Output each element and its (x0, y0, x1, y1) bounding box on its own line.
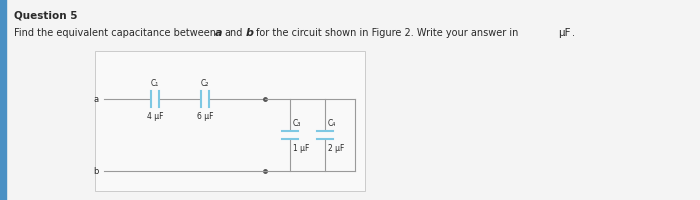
Text: a: a (94, 95, 99, 104)
Text: C₂: C₂ (201, 79, 209, 88)
Text: 6 μF: 6 μF (197, 111, 214, 120)
Text: μF: μF (558, 28, 570, 38)
Text: b: b (246, 28, 254, 38)
Text: C₄: C₄ (328, 118, 336, 127)
Text: a: a (215, 28, 223, 38)
Text: 1 μF: 1 μF (293, 143, 309, 152)
Text: b: b (94, 167, 99, 176)
Text: C₁: C₁ (151, 79, 159, 88)
FancyBboxPatch shape (95, 52, 365, 191)
Text: for the circuit shown in Figure 2. Write your answer in: for the circuit shown in Figure 2. Write… (256, 28, 519, 38)
Text: Question 5: Question 5 (14, 11, 78, 21)
Text: Find the equivalent capacitance between: Find the equivalent capacitance between (14, 28, 219, 38)
Text: .: . (572, 28, 575, 38)
Text: 2 μF: 2 μF (328, 143, 344, 152)
Text: 4 μF: 4 μF (147, 111, 163, 120)
Bar (0, 0, 6, 200)
Text: C₃: C₃ (293, 118, 302, 127)
Text: and: and (224, 28, 242, 38)
